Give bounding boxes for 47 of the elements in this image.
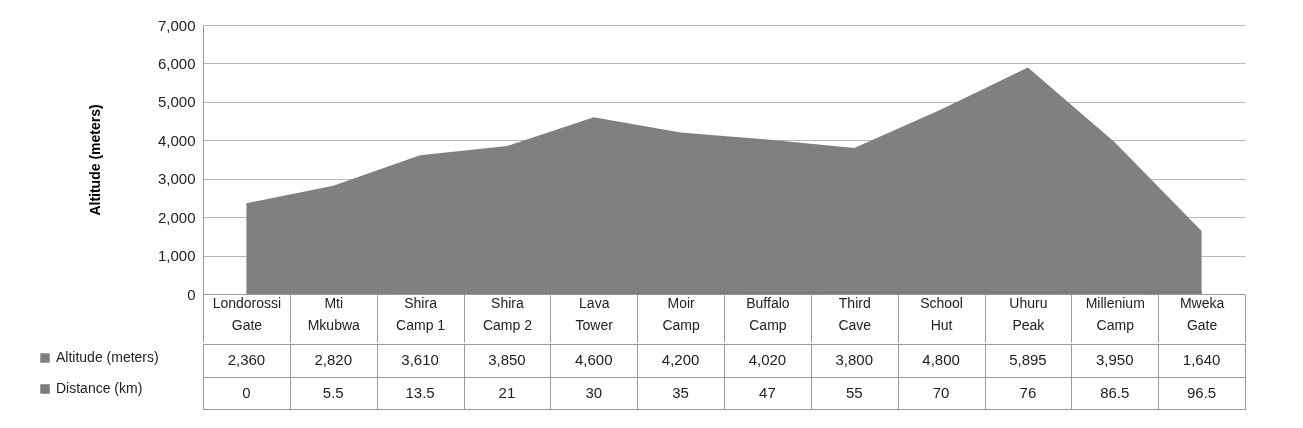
y-tick-label: 3,000 bbox=[157, 170, 196, 188]
data-label: 96.5 bbox=[1186, 383, 1217, 401]
legend-label: Distance (km) bbox=[56, 380, 143, 396]
y-tick-label: 7,000 bbox=[157, 16, 196, 34]
y-axis-title: Altitude (meters) bbox=[86, 104, 103, 216]
y-tick-label: 0 bbox=[187, 285, 196, 303]
data-label: 70 bbox=[932, 383, 950, 401]
data-label: 2,820 bbox=[314, 351, 353, 369]
data-label: 35 bbox=[672, 383, 689, 401]
data-label: 3,800 bbox=[835, 351, 874, 369]
data-label: 47 bbox=[759, 383, 776, 401]
data-label: 1,640 bbox=[1182, 351, 1221, 369]
data-label: 5.5 bbox=[322, 383, 344, 401]
data-label: 76 bbox=[1019, 383, 1037, 401]
data-label: 2,360 bbox=[227, 351, 266, 369]
x-tick-label: Uhuru Peak bbox=[1009, 294, 1048, 333]
data-label: 4,800 bbox=[922, 351, 960, 369]
x-tick-label: School Hut bbox=[920, 294, 963, 333]
x-tick-label: Buffalo Camp bbox=[746, 294, 790, 333]
data-label: 3,610 bbox=[401, 351, 439, 369]
x-tick-label: Third Cave bbox=[838, 294, 872, 333]
data-label: 13.5 bbox=[405, 383, 435, 401]
data-label: 86.5 bbox=[1100, 383, 1130, 401]
data-label: 3,850 bbox=[488, 351, 526, 369]
x-tick-label: Mti Mkubwa bbox=[307, 294, 361, 333]
legend-label: Altitude (meters) bbox=[56, 349, 159, 365]
data-label: 55 bbox=[845, 383, 863, 401]
data-label: 5,895 bbox=[1009, 351, 1047, 369]
data-label: 30 bbox=[585, 383, 603, 401]
y-tick-label: 5,000 bbox=[157, 93, 196, 111]
y-tick-label: 1,000 bbox=[157, 247, 196, 265]
data-label: 4,200 bbox=[661, 351, 700, 369]
x-tick-label: Millenium Camp bbox=[1085, 294, 1145, 333]
x-tick-label: Shira Camp 1 bbox=[396, 294, 446, 333]
data-label: 3,950 bbox=[1095, 351, 1134, 369]
data-label: 0 bbox=[242, 383, 251, 401]
y-tick-label: 4,000 bbox=[157, 131, 196, 149]
y-tick-label: 2,000 bbox=[157, 208, 196, 226]
y-tick-label: 6,000 bbox=[157, 54, 196, 72]
data-label: 21 bbox=[498, 383, 516, 401]
x-tick-label: Mweka Gate bbox=[1179, 294, 1225, 333]
x-tick-label: Shira Camp 2 bbox=[482, 294, 533, 333]
x-tick-label: Moir Camp bbox=[662, 294, 700, 333]
data-label: 4,020 bbox=[748, 351, 787, 369]
x-tick-label: Londorossi Gate bbox=[212, 294, 282, 333]
x-tick-label: Lava Tower bbox=[575, 294, 614, 333]
data-label: 4,600 bbox=[574, 351, 613, 369]
